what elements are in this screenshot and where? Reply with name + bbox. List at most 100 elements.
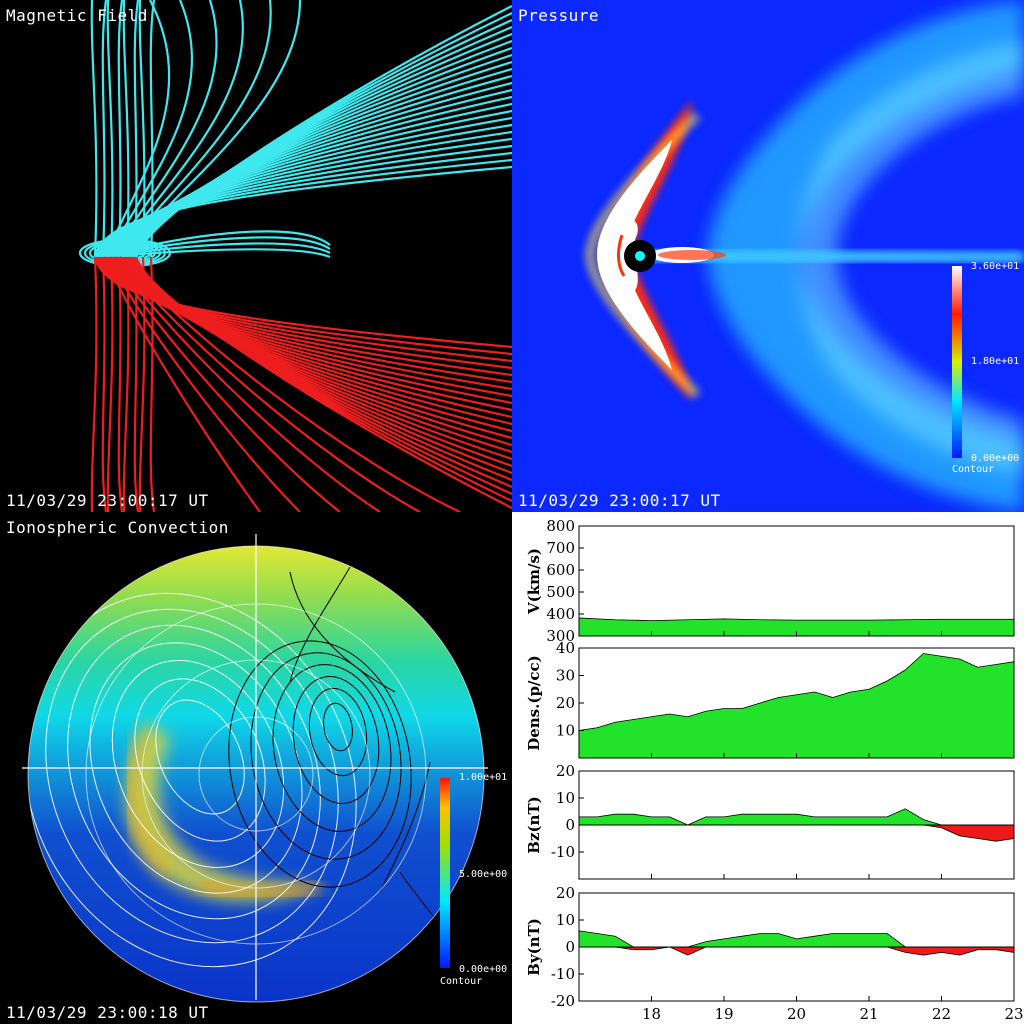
positive-area (578, 617, 1015, 637)
colorbar-min-label: 0.00e+00 (971, 453, 1019, 464)
field-line (122, 0, 130, 258)
x-tick-label: 22 (932, 1005, 951, 1023)
field-line (135, 5, 512, 258)
potential-colorbar (440, 778, 450, 968)
y-axis-label: Bz(nT) (525, 796, 543, 853)
field-line (113, 256, 381, 512)
field-line (90, 0, 98, 258)
field-line (95, 256, 512, 356)
field-lines (78, 0, 512, 512)
field-line (99, 248, 331, 259)
positive-area (578, 808, 1014, 826)
y-tick-label: 700 (546, 539, 575, 557)
field-line (113, 0, 244, 258)
y-tick-label: -10 (551, 843, 575, 861)
field-line (117, 256, 124, 512)
colorbar-min-label: 0.00e+00 (459, 964, 507, 975)
field-line (122, 256, 130, 512)
x-tick-label: 21 (859, 1005, 878, 1023)
field-line (117, 0, 124, 258)
positive-area (578, 653, 1015, 759)
y-tick-label: 800 (546, 517, 575, 535)
y-tick-label: 10 (556, 722, 575, 740)
field-line (122, 256, 512, 461)
x-tick-label: 19 (714, 1005, 733, 1023)
dusk-cell-contours (28, 592, 357, 968)
y-tick-label: 40 (556, 639, 575, 657)
y-tick-label: 20 (556, 884, 575, 902)
polar-map: 1.00e+01 5.00e+00 0.00e+00 Contour (22, 534, 507, 1003)
field-line (107, 0, 193, 258)
pressure-colorbar (952, 266, 962, 458)
field-line (126, 256, 512, 475)
y-tick-label: 20 (556, 762, 575, 780)
field-line (99, 242, 331, 259)
y-tick-label: 30 (556, 667, 575, 685)
timestamp: 11/03/29 23:00:17 UT (6, 491, 209, 510)
field-line (119, 256, 461, 512)
field-line (116, 256, 421, 512)
magnetic-field-panel: Magnetic Field 11/03/29 23:00:17 UT (0, 0, 512, 512)
field-line (110, 256, 341, 512)
field-line (138, 0, 146, 258)
field-line (149, 256, 156, 512)
colorbar-max-label: 1.00e+01 (459, 772, 507, 783)
field-line (99, 236, 331, 259)
solar-wind-plots-panel: 300 400 500 600 700 800 V(km/s) 10 20 30 40 Dens.(p… (512, 512, 1024, 1024)
positive-area (578, 930, 1014, 948)
field-line (106, 0, 114, 258)
colorbar-mid-label: 5.00e+00 (459, 869, 507, 880)
y-tick-label: -10 (551, 965, 575, 983)
colorbar-caption: Contour (440, 976, 482, 987)
panel-title: Ionospheric Convection (6, 518, 229, 537)
colorbar-mid-label: 1.80e+01 (971, 356, 1019, 367)
field-line (106, 256, 114, 512)
field-line (126, 39, 512, 258)
y-tick-label: 10 (556, 911, 575, 929)
y-tick-label: 10 (556, 789, 575, 807)
field-line (107, 256, 301, 512)
y-tick-label: 500 (546, 583, 575, 601)
field-line (119, 0, 302, 258)
field-line (138, 256, 146, 512)
y-tick-label: 20 (556, 694, 575, 712)
y-axis-label: By(nT) (525, 918, 543, 976)
y-axis-label: Dens.(p/cc) (525, 655, 543, 751)
chart-1: 10 20 30 40 Dens.(p/cc) (525, 639, 1015, 759)
field-line (103, 0, 171, 258)
pressure-map: 3.60e+01 1.80e+01 0.00e+00 Contour (584, 0, 1024, 512)
dawn-cell-contours (228, 566, 461, 953)
field-line (97, 256, 512, 363)
y-axis-label: V(km/s) (525, 548, 543, 615)
field-line (104, 256, 512, 391)
negative-area (579, 824, 1015, 842)
chart-2: -10 0 10 20 Bz(nT) (525, 762, 1015, 880)
chart-3: -20 -10 0 10 20 By(nT) (525, 884, 1015, 1010)
timestamp: 11/03/29 23:00:18 UT (6, 1003, 209, 1022)
y-tick-label: 0 (565, 938, 575, 956)
x-tick-label: 23 (1004, 1005, 1023, 1023)
ionospheric-convection-panel: 1.00e+01 5.00e+00 0.00e+00 Contour Ionos… (0, 512, 512, 1024)
panel-title: Magnetic Field (6, 6, 148, 25)
timestamp: 11/03/29 23:00:17 UT (518, 491, 721, 510)
field-line (133, 0, 140, 258)
south-field-lines (90, 256, 512, 512)
field-line (135, 256, 512, 509)
y-tick-label: 0 (565, 816, 575, 834)
field-line (110, 0, 218, 258)
y-tick-label: 600 (546, 561, 575, 579)
field-line (101, 256, 108, 512)
x-tick-label: 20 (787, 1005, 806, 1023)
north-field-lines (78, 0, 512, 268)
y-tick-label: 300 (546, 627, 575, 645)
field-line (90, 256, 98, 512)
pressure-panel: 3.60e+01 1.80e+01 0.00e+00 Contour Press… (512, 0, 1024, 512)
field-line (149, 0, 156, 258)
colorbar-caption: Contour (952, 464, 994, 475)
y-tick-label: -20 (551, 992, 575, 1010)
field-line (133, 256, 140, 512)
x-tick-label: 18 (642, 1005, 661, 1023)
field-line (116, 0, 272, 258)
